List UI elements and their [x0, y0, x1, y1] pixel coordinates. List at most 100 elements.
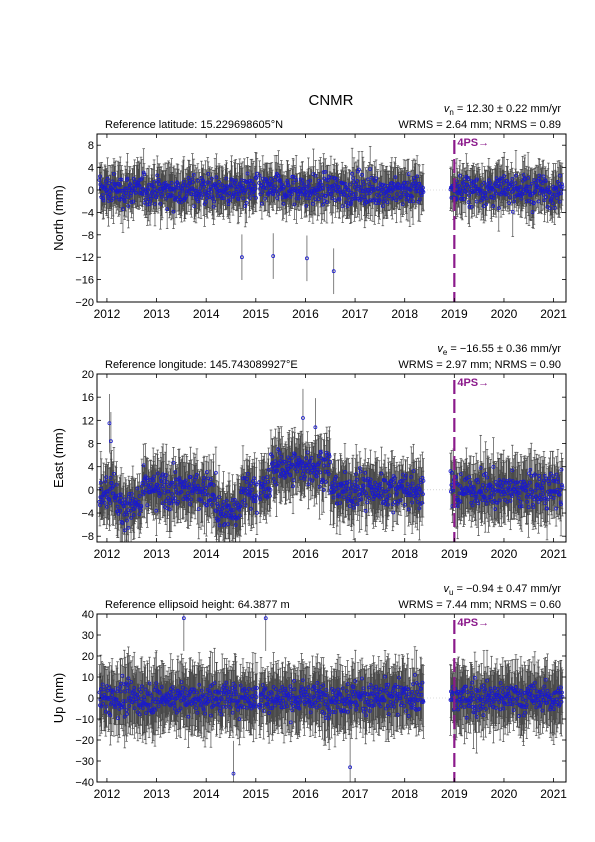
data-point — [354, 182, 359, 187]
data-point — [243, 188, 248, 192]
data-point — [144, 191, 149, 196]
data-point — [126, 195, 130, 200]
x-tick-label: 2013 — [143, 307, 170, 321]
data-point — [329, 192, 334, 196]
data-point — [217, 180, 221, 184]
data-point — [112, 183, 117, 187]
data-point — [102, 185, 107, 190]
x-tick-label: 2015 — [242, 307, 269, 321]
data-point — [149, 196, 153, 201]
data-point — [355, 179, 360, 183]
data-point — [190, 180, 195, 185]
data-point — [552, 206, 557, 210]
data-point — [353, 191, 358, 196]
data-point — [146, 187, 151, 192]
data-point — [206, 172, 211, 176]
data-point — [332, 183, 336, 188]
data-point — [192, 204, 197, 209]
data-point — [225, 186, 230, 191]
data-point — [280, 182, 285, 187]
data-point — [305, 256, 309, 261]
data-point — [494, 191, 498, 196]
data-point — [398, 183, 403, 188]
data-point — [240, 186, 245, 191]
data-point — [276, 192, 281, 197]
data-point — [198, 186, 202, 191]
data-point — [218, 194, 223, 198]
data-point — [537, 177, 541, 181]
data-point — [546, 185, 551, 190]
data-point — [142, 172, 147, 177]
reference-text: Reference latitude: 15.229698605°N — [105, 119, 283, 131]
y-axis: −20 −16 −12 −8 −4 0 4 8 — [75, 140, 566, 309]
data-point — [264, 186, 268, 190]
data-point — [159, 194, 164, 199]
data-point — [274, 189, 279, 194]
data-point — [473, 184, 478, 188]
data-point — [235, 192, 239, 197]
data-point — [128, 193, 133, 198]
data-point — [116, 189, 121, 193]
data-point — [333, 176, 337, 181]
data-point — [385, 200, 390, 205]
axes-frame — [96, 133, 567, 303]
data-point — [391, 186, 396, 191]
data-point — [405, 180, 410, 185]
data-point — [271, 254, 276, 258]
data-point — [181, 179, 186, 184]
data-point — [195, 178, 200, 183]
data-point — [230, 178, 235, 183]
data-point — [167, 184, 171, 189]
data-point — [380, 204, 385, 209]
data-point — [241, 196, 246, 201]
data-point — [293, 186, 298, 191]
data-point — [558, 173, 563, 178]
data-point — [231, 192, 236, 197]
data-point — [300, 178, 305, 183]
data-point — [460, 196, 465, 201]
data-point — [387, 194, 392, 198]
x-tick-label: 2017 — [342, 307, 369, 321]
data-point — [380, 187, 385, 192]
data-point — [184, 191, 189, 196]
data-point — [323, 169, 328, 174]
data-point — [521, 173, 526, 177]
data-point — [502, 174, 507, 178]
data-point — [537, 173, 542, 178]
data-point — [133, 186, 138, 191]
data-point — [247, 196, 252, 201]
data-point — [129, 200, 134, 205]
data-series-north — [97, 146, 565, 295]
data-point — [524, 199, 529, 204]
data-point — [244, 201, 249, 205]
data-point — [316, 197, 321, 201]
data-point — [118, 177, 123, 182]
data-point — [212, 199, 216, 204]
data-point — [119, 177, 124, 182]
data-point — [513, 181, 518, 186]
data-point — [514, 173, 518, 178]
data-point — [191, 172, 196, 177]
data-point — [216, 183, 221, 188]
data-point — [421, 190, 426, 194]
x-tick-label: 2016 — [292, 307, 319, 321]
data-point — [461, 186, 466, 191]
data-point — [409, 193, 414, 198]
data-point — [313, 197, 318, 202]
data-point — [536, 199, 541, 204]
data-point — [544, 195, 549, 200]
data-point — [530, 210, 535, 215]
data-point — [321, 170, 326, 175]
data-point — [509, 180, 514, 185]
data-point — [319, 186, 323, 191]
data-point — [523, 177, 527, 182]
data-point — [281, 201, 286, 206]
data-point — [101, 198, 106, 203]
data-point — [144, 193, 149, 197]
data-point — [324, 200, 329, 205]
data-point — [528, 184, 533, 189]
data-point — [411, 199, 415, 204]
data-point — [359, 185, 364, 190]
offset-label: 4PS→ — [457, 137, 489, 149]
data-point — [176, 183, 181, 188]
